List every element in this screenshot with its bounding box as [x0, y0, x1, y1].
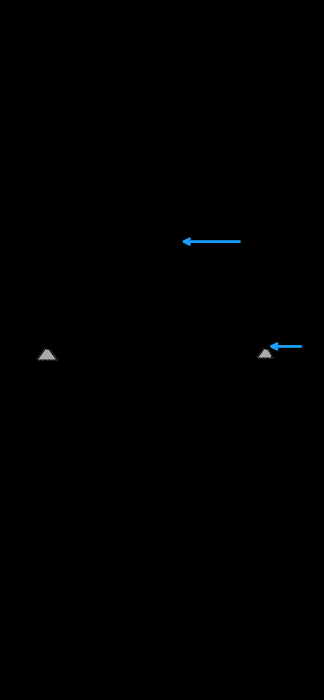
Text: 1: 1 — [98, 285, 103, 294]
Text: 60°: 60° — [238, 332, 254, 341]
Text: algebraic equations (in matrix form) for the following truss. Solve the matrix u: algebraic equations (in matrix form) for… — [12, 31, 324, 40]
Text: 2: 2 — [239, 284, 244, 293]
Text: 30°: 30° — [60, 332, 76, 341]
Text: Jordon method to find all members forces and reactions. Show step by step soluti: Jordon method to find all members forces… — [12, 48, 324, 57]
Text: 2: 2 — [34, 337, 40, 346]
Polygon shape — [257, 346, 274, 358]
Text: F: F — [148, 358, 154, 368]
Text: F: F — [228, 281, 234, 291]
Text: Problem Statement:: Problem Statement: — [12, 14, 113, 23]
Text: 3: 3 — [269, 354, 275, 363]
Polygon shape — [37, 346, 57, 360]
Text: 686: 686 — [199, 225, 221, 235]
Text: 686: 686 — [281, 330, 303, 340]
Text: 2: 2 — [159, 361, 164, 370]
Text: 1: 1 — [171, 229, 178, 239]
Text: F: F — [86, 283, 93, 293]
Text: can solve in a group of two students. This should be done manually.: can solve in a group of two students. Th… — [12, 65, 323, 74]
Text: Follow the truss  case study and set-up the system of linear: Follow the truss case study and set-up t… — [96, 14, 324, 23]
Text: 90°: 90° — [180, 259, 197, 268]
